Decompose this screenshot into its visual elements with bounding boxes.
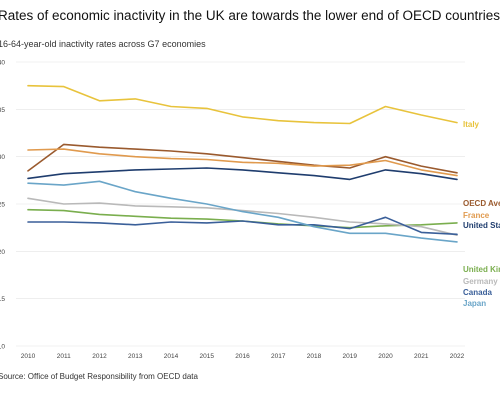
series-line-canada	[27, 216, 458, 236]
series-lines	[27, 84, 458, 243]
y-axis-ticks: 10 15 20 25 30 35 40	[0, 60, 5, 351]
y-tick-label: 15	[0, 296, 5, 303]
chart-source: Source: Office of Budget Responsibility …	[0, 372, 198, 381]
x-tick-label: 2020	[378, 353, 393, 360]
x-tick-label: 2017	[271, 353, 286, 360]
legend-label-italy: Italy	[463, 120, 480, 129]
x-tick-label: 2015	[200, 353, 215, 360]
series-line-united-states	[27, 167, 458, 181]
y-tick-label: 40	[0, 60, 5, 67]
legend-label-united-states: United States	[463, 221, 500, 230]
y-tick-label: 20	[0, 249, 5, 256]
x-tick-label: 2010	[21, 353, 36, 360]
y-tick-label: 25	[0, 202, 5, 209]
y-tick-label: 35	[0, 107, 5, 114]
legend-label-oecd-average: OECD Average	[463, 199, 500, 208]
legend-label-united-kingdom: United Kingdom	[463, 265, 500, 274]
series-line-france	[27, 148, 458, 177]
chart-subtitle: 16-64-year-old inactivity rates across G…	[0, 39, 206, 49]
y-tick-label: 10	[0, 344, 5, 351]
x-tick-label: 2011	[57, 353, 71, 360]
x-tick-label: 2013	[128, 353, 143, 360]
legend-label-germany: Germany	[463, 277, 498, 286]
chart-title: Rates of economic inactivity in the UK a…	[0, 8, 500, 23]
x-tick-label: 2021	[414, 353, 429, 360]
legend-label-japan: Japan	[463, 299, 486, 308]
legend-label-france: France	[463, 211, 490, 220]
x-tick-label: 2019	[343, 353, 358, 360]
x-tick-label: 2016	[235, 353, 250, 360]
y-tick-label: 30	[0, 154, 5, 161]
x-tick-label: 2018	[307, 353, 322, 360]
series-line-italy	[27, 84, 458, 125]
legend-label-canada: Canada	[463, 288, 492, 297]
series-line-oecd-average	[27, 143, 458, 174]
series-line-japan	[27, 180, 458, 243]
x-tick-label: 2014	[164, 353, 179, 360]
x-tick-label: 2022	[450, 353, 465, 360]
x-tick-label: 2012	[92, 353, 107, 360]
x-axis-ticks: 2010 2011 2012 2013 2014 2015 2016 2017 2018 2019…	[21, 353, 465, 360]
series-line-germany	[27, 197, 458, 236]
